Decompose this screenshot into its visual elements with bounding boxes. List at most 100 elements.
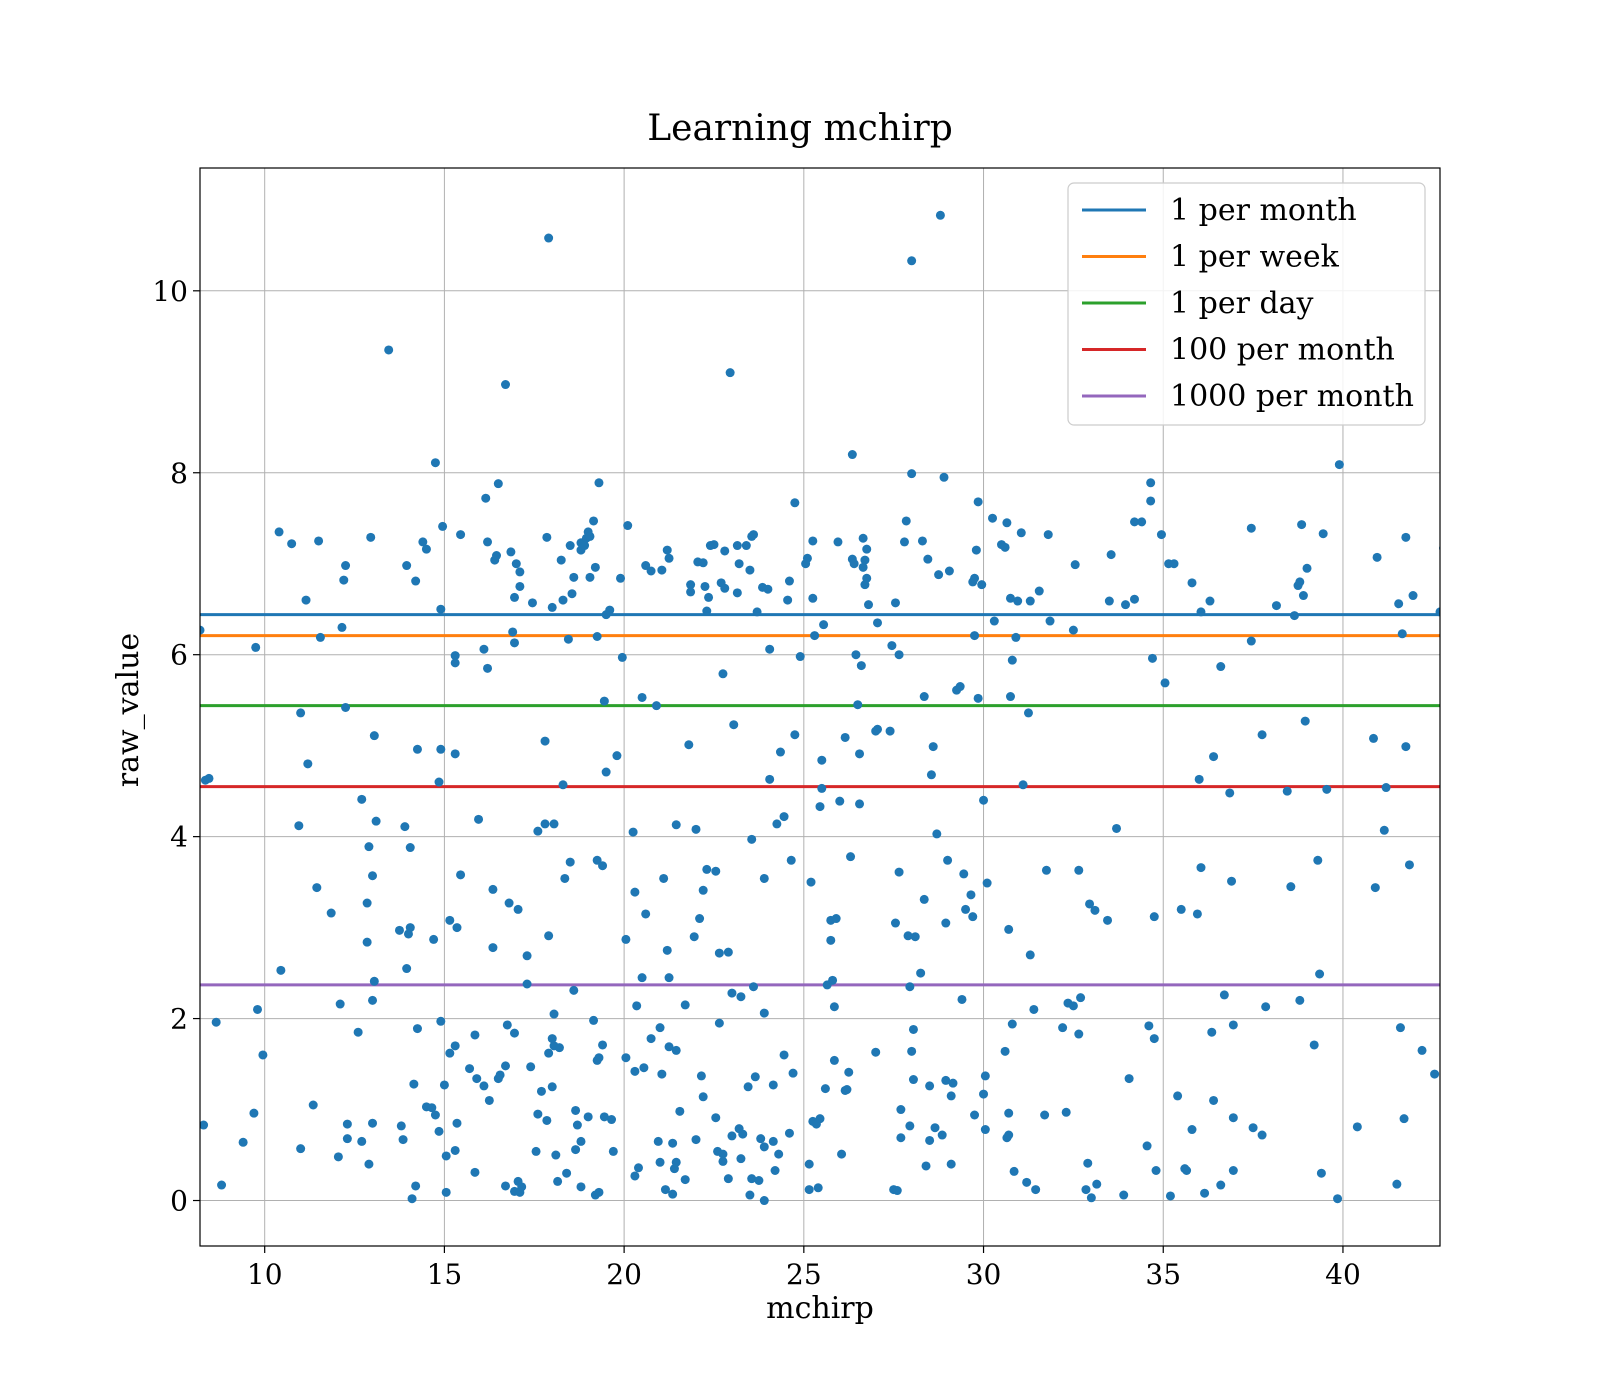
scatter-point — [961, 904, 971, 914]
scatter-point — [337, 622, 347, 632]
scatter-point — [1009, 1166, 1019, 1176]
scatter-point — [1536, 728, 1545, 737]
scatter-point — [1025, 950, 1035, 960]
scatter-point — [1040, 1110, 1050, 1120]
scatter-point — [542, 532, 552, 542]
scatter-point — [919, 894, 929, 904]
scatter-point — [770, 1165, 780, 1175]
scatter-point — [421, 544, 431, 554]
scatter-point — [314, 536, 324, 546]
scatter-point — [890, 598, 900, 608]
scatter-point — [671, 1157, 681, 1167]
scatter-point — [813, 1183, 823, 1193]
scatter-point — [894, 650, 904, 660]
legend-label: 1000 per month — [1170, 379, 1414, 414]
scatter-point — [655, 1023, 665, 1033]
scatter-point — [903, 931, 913, 941]
scatter-point — [871, 1047, 881, 1057]
scatter-point — [1219, 990, 1229, 1000]
scatter-point — [1227, 876, 1237, 886]
scatter-point — [1370, 883, 1380, 893]
scatter-point — [1297, 520, 1307, 530]
scatter-point — [729, 720, 739, 730]
scatter-point — [630, 1066, 640, 1076]
axis-ticks: 10 15 20 25 30 35 40 0 2 4 6 8 10 — [152, 275, 1360, 1291]
scatter-point — [675, 1106, 685, 1116]
scatter-point — [504, 898, 514, 908]
legend-label: 100 per month — [1170, 333, 1395, 368]
scatter-point — [558, 780, 568, 790]
scatter-point — [495, 1070, 505, 1080]
scatter-point — [522, 979, 532, 989]
scatter-point — [831, 914, 841, 924]
scatter-point — [921, 1161, 931, 1171]
scatter-point — [515, 567, 525, 577]
scatter-point — [743, 1082, 753, 1092]
scatter-point — [864, 600, 874, 610]
scatter-point — [362, 937, 372, 947]
scatter-point — [923, 554, 933, 564]
chart-title: Learning mchirp — [647, 108, 953, 149]
scatter-point — [1005, 692, 1015, 702]
scatter-point — [910, 932, 920, 942]
scatter-point — [1334, 460, 1344, 470]
scatter-point — [594, 1053, 604, 1063]
scatter-point — [501, 1181, 511, 1191]
scatter-point — [1149, 1034, 1159, 1044]
scatter-point — [973, 693, 983, 703]
scatter-point — [1076, 993, 1086, 1003]
scatter-point — [369, 976, 379, 986]
scatter-point — [641, 909, 651, 919]
scatter-point — [509, 638, 519, 648]
scatter-point — [790, 498, 800, 508]
scatter-point — [646, 566, 656, 576]
scatter-point — [405, 923, 415, 933]
scatter-point — [1124, 1074, 1134, 1084]
scatter-point — [308, 1100, 318, 1110]
scatter-point — [928, 742, 938, 752]
scatter-point — [1500, 796, 1509, 805]
scatter-point — [1068, 1001, 1078, 1011]
scatter-point — [919, 692, 929, 702]
scatter-point — [533, 826, 543, 836]
scatter-point — [637, 692, 647, 702]
scatter-point — [1316, 1168, 1326, 1178]
scatter-point — [982, 878, 992, 888]
scatter-point — [633, 1163, 643, 1173]
scatter-point — [623, 521, 633, 531]
scatter-point — [450, 1041, 460, 1051]
scatter-point — [1061, 1107, 1071, 1117]
scatter-point — [276, 965, 286, 975]
scatter-point — [720, 546, 730, 556]
scatter-point — [989, 616, 999, 626]
scatter-point — [1187, 1125, 1197, 1135]
scatter-point — [1315, 969, 1325, 979]
scatter-point — [1246, 523, 1256, 533]
scatter-point — [905, 982, 915, 992]
scatter-point — [409, 1079, 419, 1089]
scatter-point — [1029, 1004, 1039, 1014]
scatter-point — [1282, 786, 1292, 796]
scatter-point — [436, 1016, 446, 1026]
scatter-point — [474, 814, 484, 824]
scatter-point — [333, 1152, 343, 1162]
scatter-point — [211, 1017, 221, 1027]
y-tick-label: 6 — [170, 639, 188, 672]
scatter-point — [747, 1174, 757, 1184]
scatter-point — [287, 539, 297, 549]
scatter-point — [326, 908, 336, 918]
scatter-point — [1257, 730, 1267, 740]
scatter-point — [533, 1109, 543, 1119]
scatter-point — [1468, 578, 1477, 587]
scatter-point — [438, 521, 448, 531]
scatter-point — [837, 1149, 847, 1159]
x-axis-label: mchirp — [766, 1291, 874, 1326]
scatter-point — [1333, 1194, 1343, 1204]
scatter-point — [502, 1020, 512, 1030]
scatter-point — [855, 749, 865, 759]
scatter-point — [1408, 591, 1418, 601]
scatter-point — [434, 1126, 444, 1136]
scatter-point — [820, 1084, 830, 1094]
scatter-point — [752, 607, 762, 617]
scatter-point — [1106, 550, 1116, 560]
